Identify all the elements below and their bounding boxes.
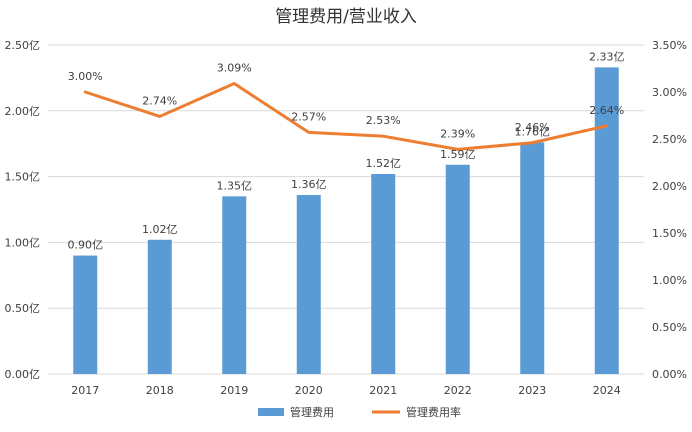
bar-series	[73, 67, 619, 374]
y-left-tick-label: 1.50亿	[5, 171, 41, 184]
line-data-label: 3.00%	[68, 70, 103, 83]
bar-data-label: 1.59亿	[440, 148, 476, 161]
line-data-label: 2.39%	[440, 127, 475, 140]
y-left-tick-label: 0.50亿	[5, 302, 41, 315]
y-right-tick-label: 2.00%	[652, 180, 687, 193]
line-data-label: 2.53%	[366, 114, 401, 127]
line-data-label: 3.09%	[217, 62, 252, 75]
line-data-label: 2.74%	[142, 94, 177, 107]
y-right-tick-label: 0.00%	[652, 368, 687, 381]
line-data-label: 2.64%	[589, 104, 624, 117]
bar	[147, 239, 172, 374]
grid-lines	[48, 44, 644, 375]
y-right-tick-label: 1.50%	[652, 227, 687, 240]
line-series	[83, 82, 609, 151]
bar	[296, 195, 321, 374]
legend-label-bar: 管理费用	[290, 405, 334, 419]
bar-data-label: 1.36亿	[291, 178, 327, 191]
legend-label-line: 管理费用率	[406, 405, 461, 419]
bar	[594, 67, 619, 374]
bar-data-label: 1.76亿	[515, 125, 551, 138]
line-path	[83, 82, 609, 151]
x-tick-label: 2022	[444, 384, 472, 397]
x-tick-label: 2023	[518, 384, 546, 397]
bar	[222, 196, 247, 374]
bar-data-label: 1.35亿	[217, 179, 253, 192]
y-right-tick-label: 2.50%	[652, 133, 687, 146]
y-right-tick-label: 3.50%	[652, 39, 687, 52]
y-left-tick-label: 0.00亿	[5, 368, 41, 381]
bar-data-label: 2.33亿	[589, 50, 625, 63]
y-right-tick-label: 0.50%	[652, 321, 687, 334]
legend: 管理费用 管理费用率	[258, 405, 461, 419]
x-tick-label: 2021	[369, 384, 397, 397]
y-left-tick-label: 2.00亿	[5, 105, 41, 118]
x-tick-label: 2024	[593, 384, 621, 397]
bar	[73, 255, 98, 374]
bar-data-label: 0.90亿	[68, 239, 104, 252]
chart-title: 管理费用/营业收入	[275, 7, 417, 27]
legend-swatch-bar	[258, 408, 284, 416]
x-tick-label: 2017	[71, 384, 99, 397]
line-data-label: 2.57%	[291, 110, 326, 123]
bar	[445, 164, 470, 374]
y-right-tick-label: 1.00%	[652, 274, 687, 287]
y-left-tick-label: 1.00亿	[5, 236, 41, 249]
line-data-label: 2.46%	[515, 121, 550, 134]
bar-data-label: 1.52亿	[366, 157, 402, 170]
data-labels: 0.90亿 1.02亿 1.35亿 1.36亿 1.52亿 1.59亿 1.76亿 2.33亿…	[68, 50, 625, 251]
x-tick-label: 2018	[146, 384, 174, 397]
y-left-tick-label: 2.50亿	[5, 39, 41, 52]
bar	[520, 142, 545, 374]
bar	[371, 173, 396, 374]
y-right-tick-label: 3.00%	[652, 86, 687, 99]
x-tick-label: 2020	[295, 384, 323, 397]
axes: 0.00亿 0.50亿 1.00亿 1.50亿 2.00亿 2.50亿 0.00% 0.50%…	[5, 39, 687, 397]
x-tick-label: 2019	[220, 384, 248, 397]
bar-data-label: 1.02亿	[142, 223, 178, 236]
